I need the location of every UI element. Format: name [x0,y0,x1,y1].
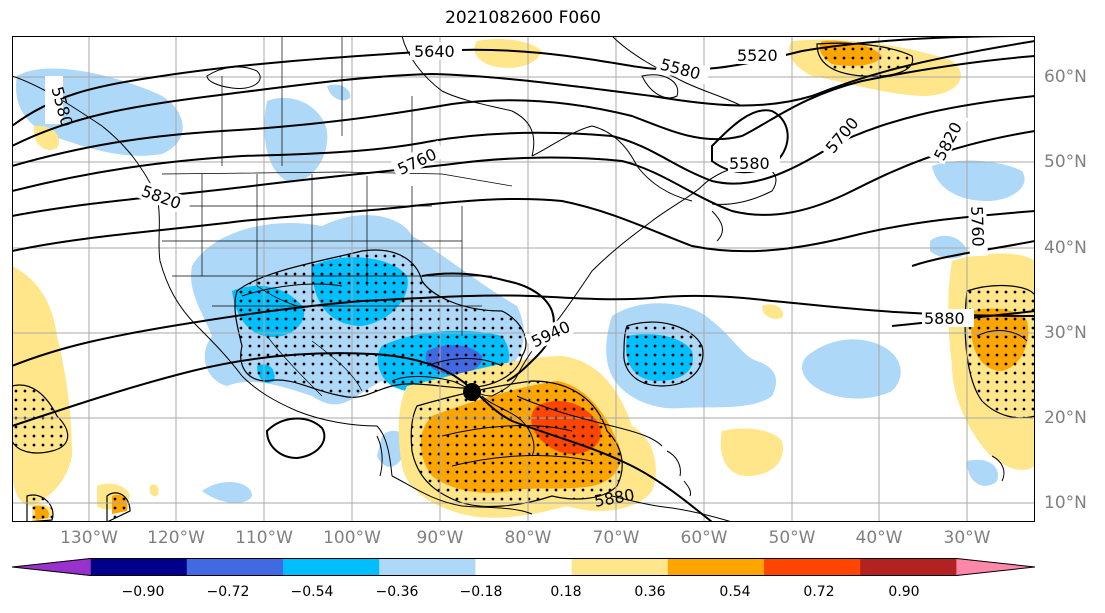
colorbar-tick-label: −0.36 [375,584,419,600]
contour-label: 5880 [924,309,965,328]
lon-label: 80°W [504,528,552,548]
map-panel: 5640 5520 5580 5580 5580 5760 5700 5820 … [12,36,1035,522]
colorbar-segment [860,558,957,576]
lat-label: 30°N [1044,323,1087,343]
lon-label: 110°W [235,528,293,548]
colorbar-segment [571,558,669,576]
lat-label: 10°N [1044,493,1087,513]
lat-label: 50°N [1044,152,1087,172]
colorbar-tick-label: 0.18 [550,584,582,600]
significance-stipple [12,42,1035,522]
lon-label: 30°W [943,528,991,548]
contour-label: 5760 [967,206,987,247]
lat-label: 60°N [1044,67,1087,87]
map-svg: 5640 5520 5580 5580 5580 5760 5700 5820 … [12,36,1035,522]
contour-label: 5580 [729,154,770,173]
lon-label: 50°W [768,528,816,548]
lat-label: 40°N [1044,238,1087,258]
lon-label: 60°W [680,528,728,548]
contour-label: 5520 [737,46,778,65]
map-frame [12,36,1035,522]
contour-label: 5940 [528,317,573,351]
lon-label: 130°W [60,528,118,548]
lon-label: 40°W [855,528,903,548]
lon-label: 70°W [592,528,640,548]
colorbar-segment [186,558,284,576]
colorbar-svg [11,558,1036,576]
colorbar-tick-label: −0.54 [290,584,334,600]
colorbar-segment [379,558,476,576]
colorbar-tick-label: 0.54 [719,584,751,600]
lat-label: 20°N [1044,408,1087,428]
colorbar-segment [282,558,380,576]
black-dot-marker [463,383,481,401]
colorbar-extend-low [12,558,91,576]
chart-title: 2021082600 F060 [445,8,601,28]
lon-label: 120°W [147,528,205,548]
lon-label: 90°W [416,528,464,548]
colorbar-segment [764,558,861,576]
contour-label: 5820 [139,181,184,213]
colorbar-tick-label: −0.72 [206,584,250,600]
colorbar-segment [90,558,188,576]
colorbar-extend-high [956,558,1035,576]
colorbar-segment [475,558,573,576]
contour-label: 5820 [930,119,966,164]
colorbar-tick-label: 0.72 [803,584,835,600]
colorbar-tick-label: 0.90 [888,584,920,600]
minor-contours [241,283,1028,467]
colorbar-tick-label: 0.36 [634,584,666,600]
colorbar [11,558,1036,576]
colorbar-tick-label: −0.18 [459,584,503,600]
contour-label: 5640 [414,42,455,61]
contour-label-group: 5640 5520 5580 5580 5580 5760 5700 5820 … [45,42,988,511]
colorbar-tick-label: −0.90 [121,584,165,600]
contour-label: 5580 [658,55,702,84]
lon-label: 100°W [323,528,381,548]
colorbar-segment [667,558,765,576]
